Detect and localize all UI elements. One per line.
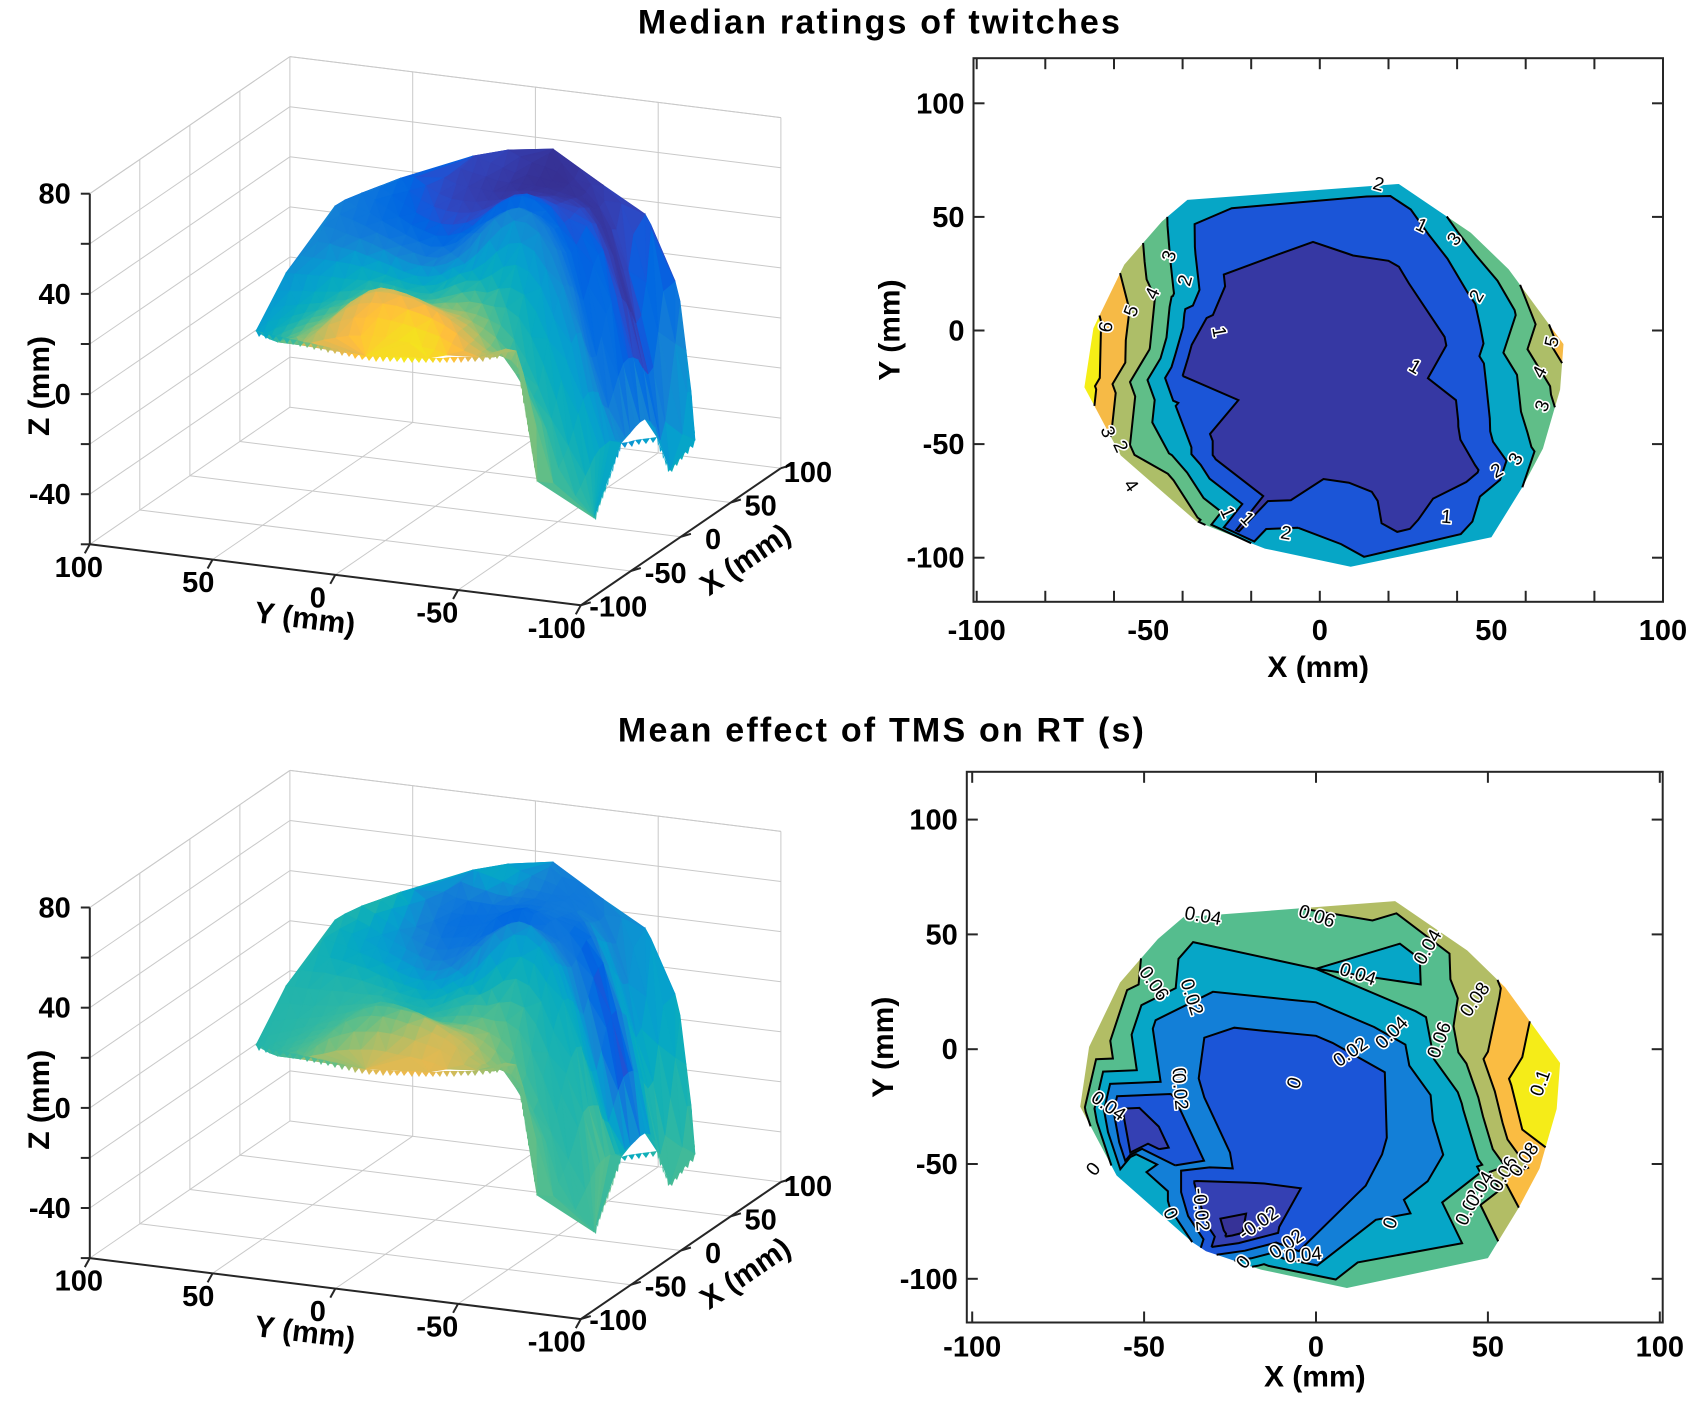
svg-text:80: 80 xyxy=(39,179,71,211)
svg-text:100: 100 xyxy=(1639,615,1687,647)
svg-text:100: 100 xyxy=(784,1171,832,1203)
svg-text:50: 50 xyxy=(1472,1332,1504,1364)
svg-text:100: 100 xyxy=(1636,1332,1684,1364)
svg-text:0.04: 0.04 xyxy=(1284,1243,1323,1267)
svg-text:-50: -50 xyxy=(1123,1332,1165,1364)
svg-text:100: 100 xyxy=(909,805,957,837)
svg-text:0: 0 xyxy=(705,1238,721,1270)
svg-text:-100: -100 xyxy=(589,1305,647,1337)
svg-text:0.02: 0.02 xyxy=(1167,1072,1191,1111)
svg-text:0: 0 xyxy=(310,582,326,614)
svg-text:-100: -100 xyxy=(948,615,1006,647)
svg-text:Median ratings of twitches: Median ratings of twitches xyxy=(638,4,1122,42)
svg-text:0: 0 xyxy=(310,1296,326,1328)
svg-text:X (mm): X (mm) xyxy=(1264,1361,1366,1394)
svg-text:80: 80 xyxy=(39,893,71,925)
svg-text:Mean effect of TMS on RT (s): Mean effect of TMS on RT (s) xyxy=(618,712,1146,750)
svg-text:Y (mm): Y (mm) xyxy=(867,997,900,1098)
svg-text:0: 0 xyxy=(1308,1332,1324,1364)
svg-text:0: 0 xyxy=(948,316,964,348)
svg-text:50: 50 xyxy=(744,1205,776,1237)
svg-text:50: 50 xyxy=(744,491,776,523)
svg-text:-50: -50 xyxy=(645,558,687,590)
svg-text:1: 1 xyxy=(1440,507,1452,529)
svg-text:40: 40 xyxy=(39,993,71,1025)
svg-text:-50: -50 xyxy=(923,429,965,461)
svg-text:0: 0 xyxy=(55,1093,71,1125)
svg-text:-40: -40 xyxy=(29,1193,71,1225)
svg-text:50: 50 xyxy=(932,202,964,234)
svg-text:-50: -50 xyxy=(416,598,458,630)
svg-text:-100: -100 xyxy=(906,543,964,575)
svg-text:-50: -50 xyxy=(1127,615,1169,647)
svg-text:100: 100 xyxy=(916,88,964,120)
svg-text:50: 50 xyxy=(182,567,214,599)
svg-text:40: 40 xyxy=(39,279,71,311)
svg-text:50: 50 xyxy=(182,1281,214,1313)
svg-text:100: 100 xyxy=(784,457,832,489)
svg-text:-0.02: -0.02 xyxy=(1188,1187,1213,1232)
svg-text:-50: -50 xyxy=(416,1311,458,1343)
svg-text:-100: -100 xyxy=(528,613,586,645)
svg-text:0: 0 xyxy=(1312,615,1328,647)
svg-text:Z (mm): Z (mm) xyxy=(23,1050,56,1150)
svg-text:-50: -50 xyxy=(645,1272,687,1304)
svg-text:-100: -100 xyxy=(528,1327,586,1359)
svg-text:-100: -100 xyxy=(589,591,647,623)
svg-text:Z (mm): Z (mm) xyxy=(23,336,56,436)
svg-text:-50: -50 xyxy=(916,1149,958,1181)
svg-text:0: 0 xyxy=(55,379,71,411)
svg-text:0: 0 xyxy=(942,1034,958,1066)
svg-text:-100: -100 xyxy=(943,1332,1001,1364)
svg-text:0: 0 xyxy=(705,524,721,556)
svg-text:50: 50 xyxy=(1475,615,1507,647)
svg-text:X (mm): X (mm) xyxy=(1267,651,1369,684)
svg-text:100: 100 xyxy=(55,1266,103,1298)
svg-text:-100: -100 xyxy=(900,1264,958,1296)
svg-text:-40: -40 xyxy=(29,479,71,511)
svg-text:100: 100 xyxy=(55,552,103,584)
svg-text:50: 50 xyxy=(926,919,958,951)
svg-text:Y (mm): Y (mm) xyxy=(874,279,907,380)
